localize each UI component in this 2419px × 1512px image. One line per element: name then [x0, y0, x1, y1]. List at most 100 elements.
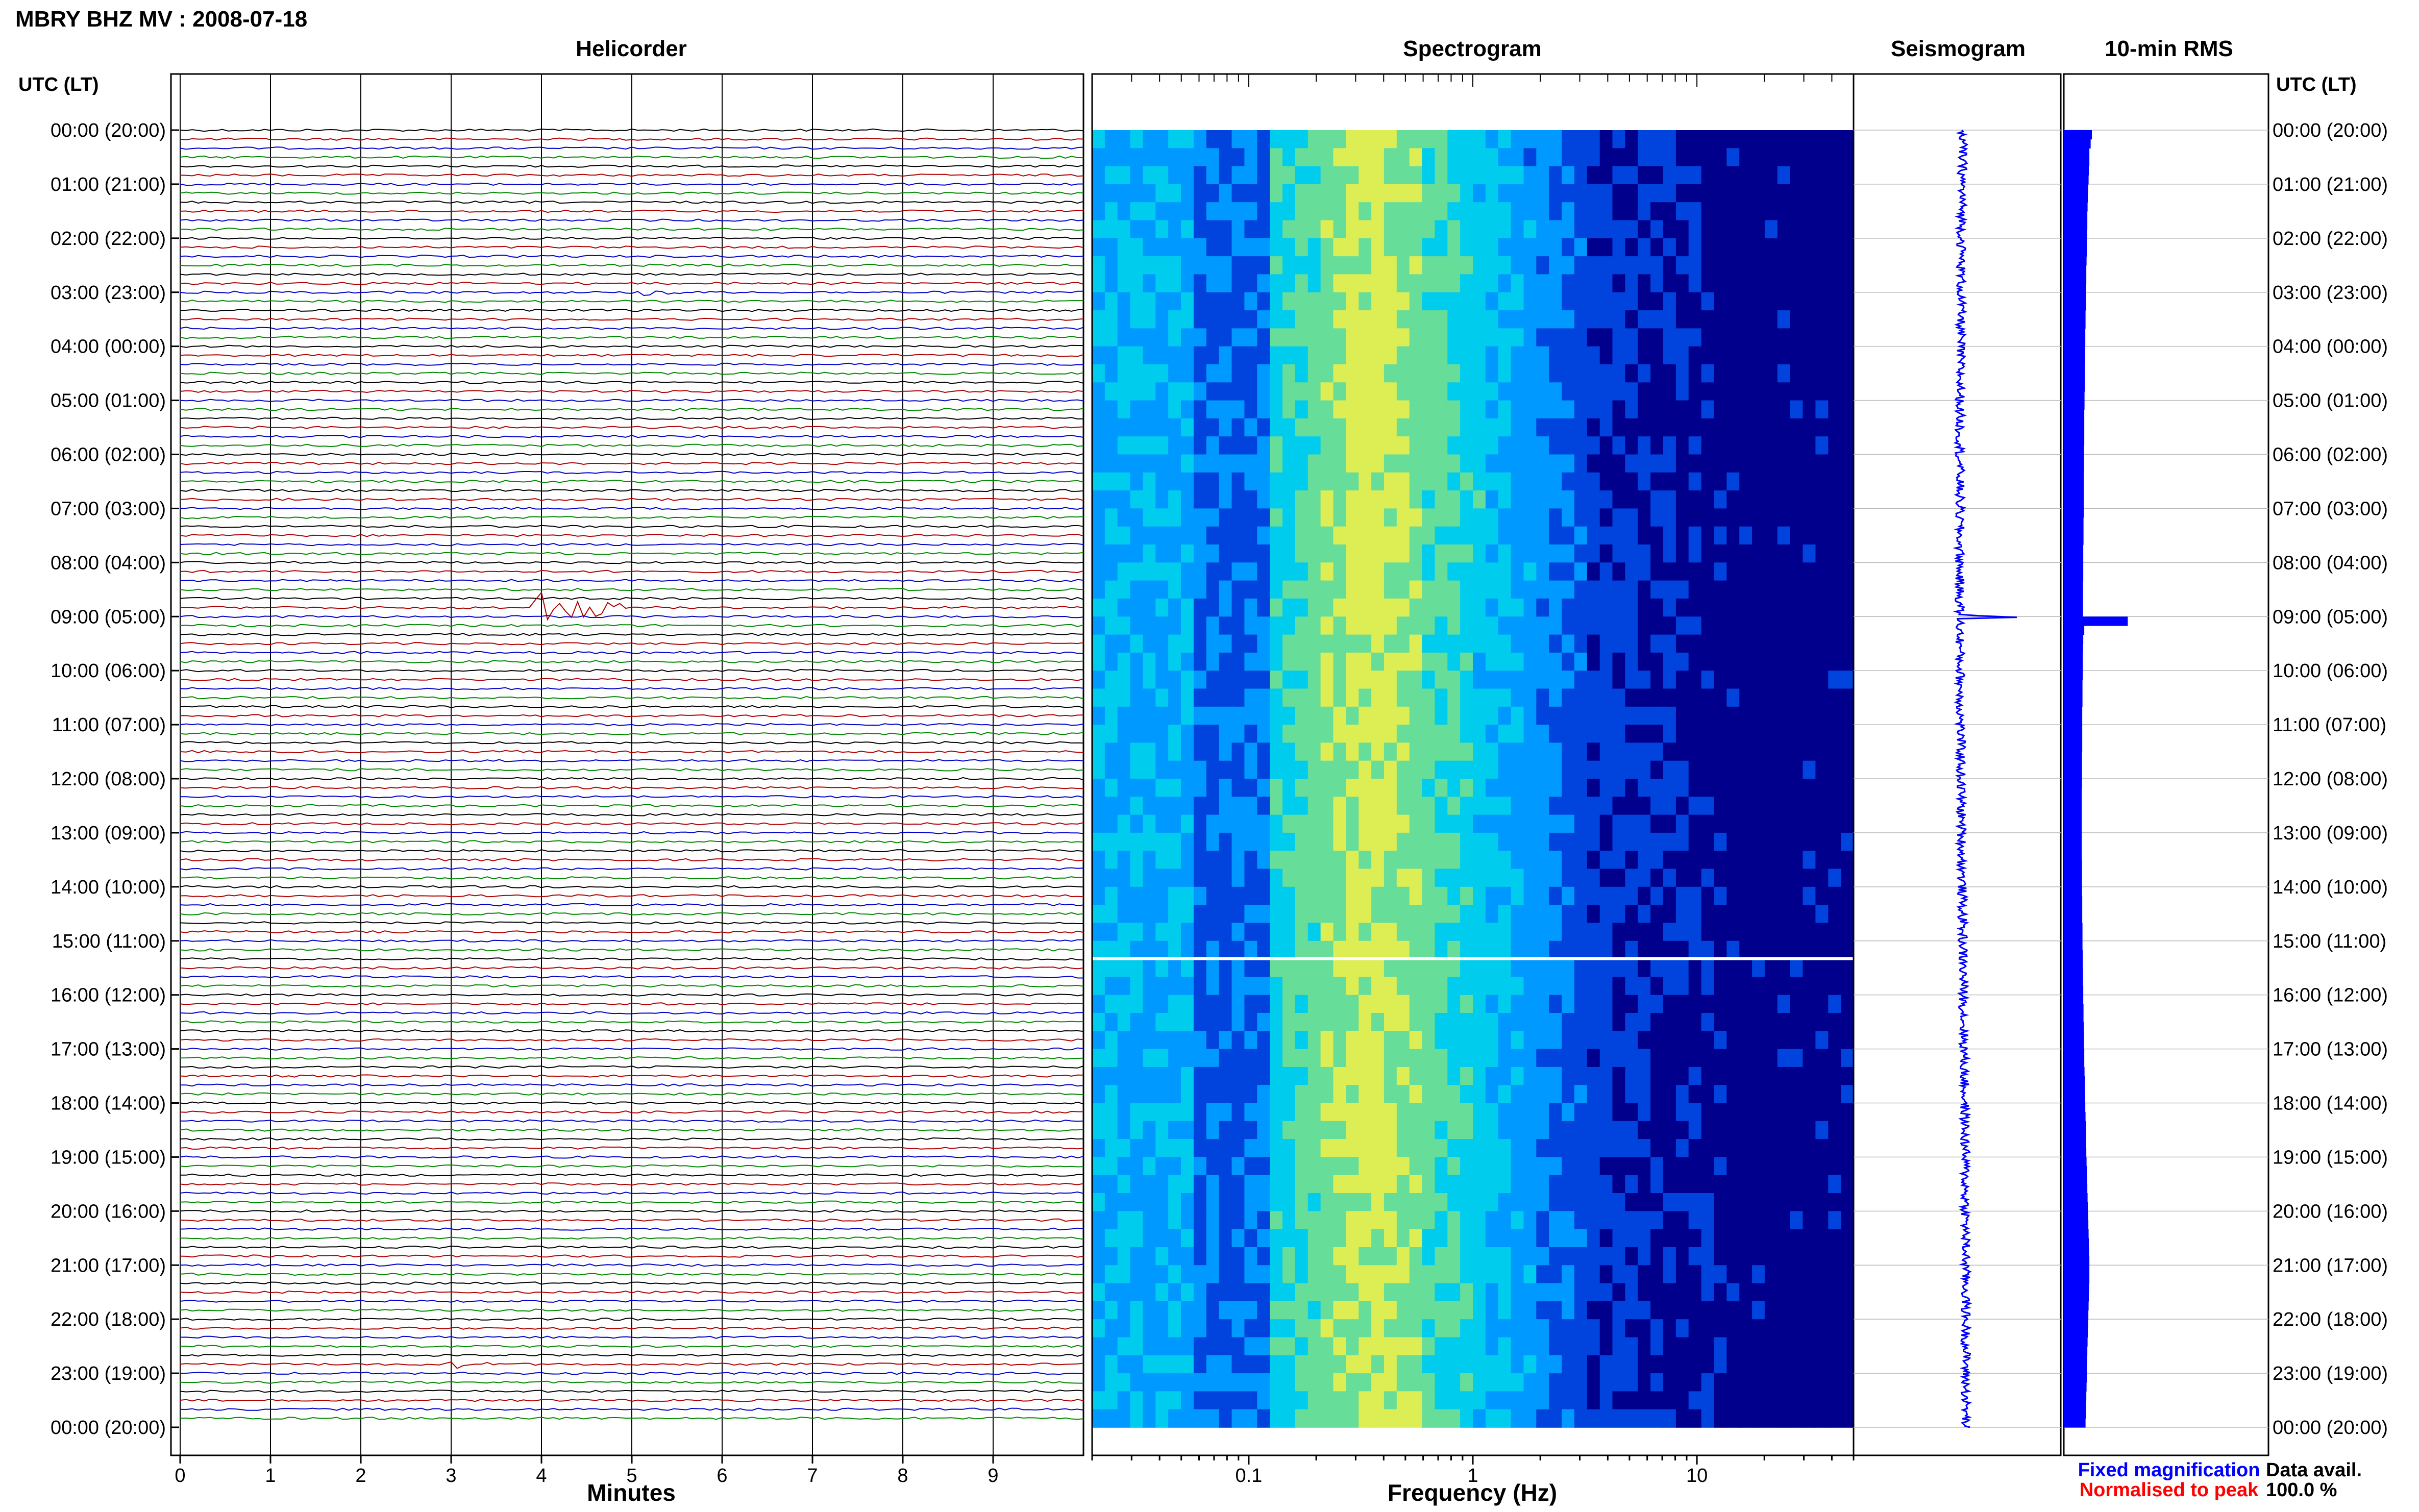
spectrogram-cell — [1828, 1013, 1841, 1032]
spectrogram-cell — [1473, 905, 1486, 924]
spectrogram-cell — [1181, 562, 1194, 581]
spectrogram-cell — [1726, 184, 1740, 203]
spectrogram-cell — [1739, 814, 1752, 833]
spectrogram-cell — [1092, 832, 1105, 851]
rms-bar — [2064, 886, 2082, 897]
spectrogram-cell — [1371, 1409, 1385, 1428]
spectrogram-cell — [1447, 436, 1461, 455]
spectrogram-cell — [1117, 1157, 1131, 1176]
spectrogram-cell — [1790, 779, 1804, 798]
spectrogram-cell — [1726, 923, 1740, 941]
spectrogram-cell — [1244, 454, 1258, 473]
spectrogram-cell — [1688, 238, 1702, 257]
spectrogram-cell — [1206, 1409, 1220, 1428]
spectrogram-cell — [1726, 1157, 1740, 1176]
spectrogram-cell — [1460, 544, 1473, 563]
spectrogram-cell — [1117, 580, 1131, 599]
spectrogram-cell — [1460, 725, 1473, 743]
spectrogram-cell — [1117, 202, 1131, 221]
spectrogram-cell — [1307, 544, 1321, 563]
spectrogram-cell — [1523, 616, 1537, 635]
spectrogram-cell — [1104, 274, 1118, 293]
spectrogram-cell — [1498, 220, 1512, 239]
spectrogram-cell — [1270, 1283, 1283, 1302]
spectrogram-cell — [1523, 886, 1537, 905]
spectrogram-cell — [1193, 832, 1207, 851]
spectrogram-cell — [1092, 382, 1105, 401]
spectrogram-cell — [1359, 1355, 1372, 1374]
spectrogram-cell — [1803, 256, 1816, 275]
rms-bar — [2064, 1049, 2085, 1058]
spectrogram-cell — [1638, 1139, 1651, 1158]
spectrogram-cell — [1270, 634, 1283, 653]
spectrogram-cell — [1206, 1211, 1220, 1230]
spectrogram-cell — [1841, 688, 1854, 707]
spectrogram-cell — [1536, 886, 1549, 905]
spectrogram-cell — [1714, 688, 1727, 707]
spectrogram-cell — [1739, 436, 1752, 455]
spectrogram-cell — [1701, 166, 1715, 185]
spectrogram-cell — [1181, 310, 1194, 329]
spectrogram-cell — [1803, 418, 1816, 437]
spectrogram-cell — [1777, 220, 1791, 239]
spectrogram-cell — [1384, 851, 1397, 870]
spectrogram-cell — [1650, 725, 1664, 743]
spectrogram-cell — [1599, 671, 1613, 689]
spectrogram-cell — [1498, 1193, 1512, 1212]
spectrogram-cell — [1701, 995, 1715, 1013]
rms-bar — [2064, 283, 2086, 293]
spectrogram-cell — [1828, 436, 1841, 455]
spectrogram-cell — [1270, 851, 1283, 870]
spectrogram-cell — [1803, 940, 1816, 959]
spectrogram-cell — [1346, 1247, 1359, 1266]
spectrogram-cell — [1650, 184, 1664, 203]
spectrogram-cell — [1790, 1157, 1804, 1176]
spectrogram-cell — [1333, 220, 1347, 239]
spectrogram-cell — [1143, 1031, 1156, 1050]
spectrogram-cell — [1536, 184, 1549, 203]
spectrogram-cell — [1155, 634, 1169, 653]
spectrogram-cell — [1104, 1211, 1118, 1230]
spectrogram-cell — [1295, 310, 1309, 329]
spectrogram-cell — [1270, 526, 1283, 545]
spectrogram-cell — [1701, 418, 1715, 437]
spectrogram-cell — [1790, 940, 1804, 959]
spectrogram-cell — [1295, 995, 1309, 1013]
spectrogram-cell — [1130, 634, 1144, 653]
spectrogram-cell — [1473, 346, 1486, 365]
spectrogram-cell — [1777, 472, 1791, 491]
spectrogram-cell — [1270, 598, 1283, 617]
spectrogram-cell — [1752, 779, 1765, 798]
spectrogram-cell — [1764, 508, 1778, 527]
spectrogram-cell — [1181, 886, 1194, 905]
spectrogram-cell — [1257, 328, 1270, 347]
spectrogram-cell — [1612, 364, 1626, 383]
spectrogram-cell — [1435, 851, 1448, 870]
spectrogram-cell — [1359, 148, 1372, 167]
spectrogram-cell — [1168, 814, 1181, 833]
spectrogram-cell — [1092, 1157, 1105, 1176]
spectrogram-cell — [1435, 995, 1448, 1013]
spectrogram-cell — [1295, 508, 1309, 527]
spectrogram-cell — [1447, 959, 1461, 978]
spectrogram-cell — [1346, 202, 1359, 221]
spectrogram-cell — [1143, 779, 1156, 798]
spectrogram-cell — [1574, 310, 1588, 329]
spectrogram-cell — [1574, 814, 1588, 833]
spectrogram-cell — [1143, 292, 1156, 311]
spectrogram-cell — [1777, 130, 1791, 149]
seismogram-panel — [1853, 73, 2062, 1456]
spectrogram-cell — [1714, 1175, 1727, 1194]
spectrogram-cell — [1168, 544, 1181, 563]
spectrogram-cell — [1346, 869, 1359, 887]
spectrogram-cell — [1435, 562, 1448, 581]
spectrogram-cell — [1777, 1031, 1791, 1050]
spectrogram-cell — [1562, 923, 1575, 941]
spectrogram-cell — [1511, 1193, 1524, 1212]
spectrogram-cell — [1498, 940, 1512, 959]
spectrogram-cell — [1587, 544, 1600, 563]
spectrogram-cell — [1346, 1067, 1359, 1085]
spectrogram-cell — [1790, 580, 1804, 599]
spectrogram-cell — [1574, 418, 1588, 437]
spectrogram-cell — [1688, 779, 1702, 798]
